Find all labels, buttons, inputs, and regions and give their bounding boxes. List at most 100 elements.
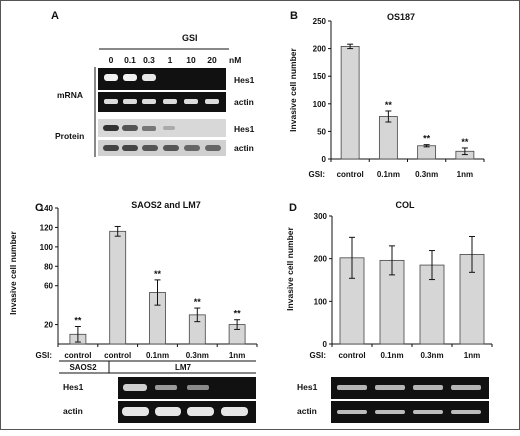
row-label-actin: actin [234,143,254,153]
x-tick-label: 1nm [464,351,480,360]
gel-actin [331,401,489,423]
y-tick-label: 250 [313,17,327,26]
band [155,407,181,416]
panel-d-letter: D [289,202,297,214]
x-tick-label: 1nm [457,170,473,179]
band [451,385,481,390]
band [123,74,137,81]
band [103,145,119,151]
row-label-actin: actin [297,406,317,416]
gsi-axis-label: GSI: [36,351,52,360]
band [187,407,214,416]
band [337,385,367,390]
blot-protein-hes1 [98,119,226,137]
dose-label: 0.3 [143,55,155,65]
band [142,74,156,81]
band [375,410,405,414]
protein-label: Protein [55,131,84,141]
dose-label: 0.1 [124,55,136,65]
x-tick-label: control [338,351,365,360]
band [163,99,177,104]
row-label-actin: actin [234,97,254,107]
gsi-axis-label: GSI: [309,170,325,179]
chart-title: COL [396,200,416,210]
x-tick-label: 0.3nm [415,170,438,179]
y-tick-label: 50 [317,127,326,136]
y-tick-label: 100 [314,297,328,306]
x-tick-label: control [64,351,91,360]
x-tick-label: control [337,170,364,179]
panel-b-letter: B [290,10,298,22]
gel-mrna-hes1 [98,68,226,90]
y-tick-label: 150 [313,72,327,81]
y-axis-label: Invasive cell number [288,47,298,131]
bar [340,45,360,160]
row-label-actin: actin [63,406,83,416]
significance-marker: ** [423,134,431,144]
band [221,407,248,416]
y-tick-label: 300 [314,212,328,221]
y-tick-label: 0 [323,340,328,349]
band [413,410,443,414]
x-tick-label: 0.1nm [377,170,400,179]
row-label-hes1: Hes1 [297,382,318,392]
band [155,385,177,390]
bar [109,230,127,345]
chart-saos2-lm7: SAOS2 and LM7 Invasive cell number 20 60 80 1… [8,200,258,360]
x-tick-label: 0.3nm [420,351,443,360]
y-tick-label: 100 [40,243,54,252]
sublabel-saos2: SAOS2 [69,363,97,372]
panel-c: C SAOS2 and LM7 Invasive cell number 20 60 8… [8,200,258,423]
dose-label: 10 [186,55,196,65]
x-tick-label: 0.1nm [380,351,403,360]
band [104,99,118,104]
row-label-hes1: Hes1 [234,75,255,85]
band [184,99,198,104]
y-tick-label: 200 [313,45,327,54]
gsi-axis-label: GSI: [310,351,326,360]
panel-d: D COL Invasive cell number 0 100 200 300 GSI: c… [285,200,493,423]
y-tick-label: 100 [313,100,327,109]
band [187,385,209,390]
gel-mrna-actin [98,92,226,112]
unit-label: nM [229,55,241,65]
row-label-hes1: Hes1 [63,382,84,392]
band [337,410,367,414]
mrna-label: mRNA [57,90,83,100]
band [142,99,156,104]
panel-c-letter: C [35,202,43,214]
y-tick-label: 120 [40,223,54,232]
y-tick-label: 140 [40,204,54,213]
band [184,145,200,151]
band [163,145,179,151]
gel-hes1 [331,377,489,399]
chart-os187: OS187 Invasive cell number 0 50 100 150 200 250… [288,12,485,179]
y-tick-label: 60 [44,282,53,291]
panel-a: A GSI 0 0.1 0.3 1 10 20 nM mRNA Protein … [51,10,255,157]
chart-title: OS187 [387,12,415,22]
dose-label: 1 [168,55,173,65]
band [163,126,175,130]
significance-marker: ** [461,137,469,147]
band [375,385,405,390]
band [205,99,219,104]
y-tick-label: 20 [44,321,53,330]
y-tick-label: 200 [314,255,328,264]
gsi-label: GSI [182,33,198,43]
band [103,125,119,131]
band [123,99,137,104]
band [413,385,443,390]
sublabel-lm7: LM7 [175,363,192,372]
band [123,384,147,391]
panel-a-letter: A [51,10,59,22]
x-tick-label: 0.1nm [146,351,169,360]
significance-marker: ** [154,269,162,279]
y-axis-label: Invasive cell number [8,230,18,314]
y-tick-label: 80 [44,262,53,271]
panel-b: B OS187 Invasive cell number 0 50 100 150 200 2… [288,10,485,179]
band [104,74,118,81]
significance-marker: ** [74,316,82,326]
blot-protein-actin [98,140,226,156]
